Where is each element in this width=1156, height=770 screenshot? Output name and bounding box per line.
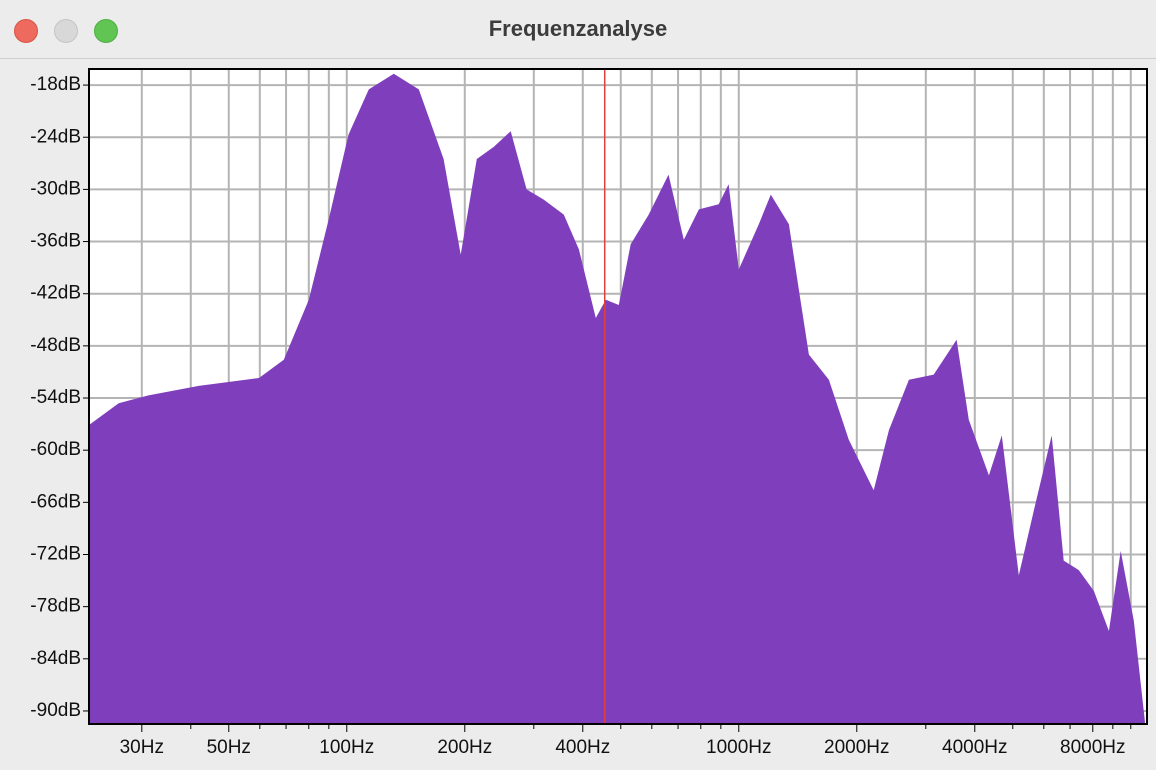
- x-tick-label: 8000Hz: [1060, 737, 1126, 758]
- x-tick-label: 1000Hz: [706, 737, 772, 758]
- x-tick-label: 100Hz: [319, 737, 374, 758]
- x-tick-label: 50Hz: [207, 737, 251, 758]
- y-tick-label: -78dB: [30, 596, 81, 617]
- y-tick-label: -24dB: [30, 126, 81, 147]
- y-tick-label: -30dB: [30, 178, 81, 199]
- x-tick-label: 400Hz: [555, 737, 610, 758]
- y-tick-label: -84dB: [30, 648, 81, 669]
- x-tick-label: 30Hz: [120, 737, 164, 758]
- window-title: Frequenzanalyse: [488, 16, 668, 41]
- y-tick-label: -48dB: [30, 335, 81, 356]
- y-tick-label: -60dB: [30, 439, 81, 460]
- close-button[interactable]: [14, 19, 38, 43]
- title-bar: Frequenzanalyse: [0, 0, 1156, 59]
- x-tick-label: 4000Hz: [942, 737, 1008, 758]
- minimize-button[interactable]: [54, 19, 78, 43]
- y-tick-label: -66dB: [30, 491, 81, 512]
- y-tick-label: -36dB: [30, 231, 81, 252]
- plot-frame: [88, 68, 1148, 725]
- y-tick-label: -42dB: [30, 283, 81, 304]
- zoom-button[interactable]: [94, 19, 118, 43]
- x-tick-label: 2000Hz: [824, 737, 890, 758]
- y-tick-label: -54dB: [30, 387, 81, 408]
- y-tick-label: -90dB: [30, 700, 81, 721]
- x-tick-label: 200Hz: [437, 737, 492, 758]
- y-tick-label: -18dB: [30, 74, 81, 95]
- y-tick-label: -72dB: [30, 544, 81, 565]
- spectrum-area: [89, 73, 1145, 725]
